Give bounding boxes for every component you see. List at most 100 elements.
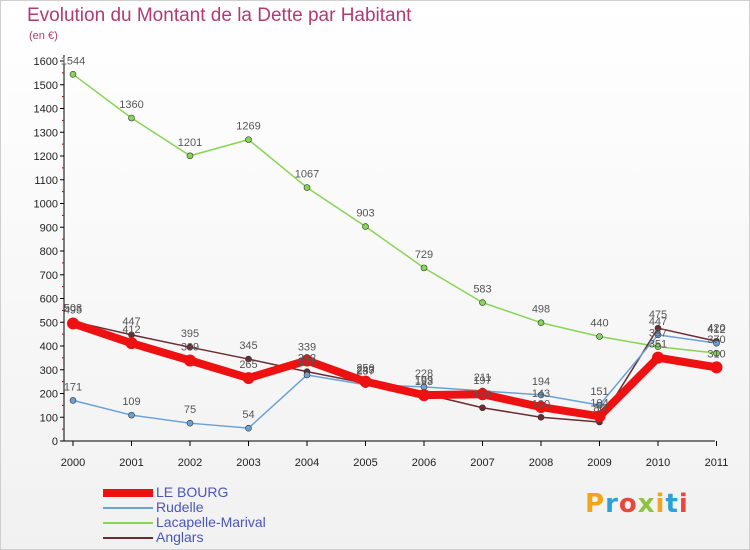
data-point [537,319,545,327]
data-label: 339 [298,341,316,353]
x-tick-label: 2010 [646,457,670,469]
x-tick-label: 2003 [236,457,260,469]
data-label: 171 [64,381,82,393]
data-point [596,333,603,340]
data-point [479,404,486,412]
x-tick-label: 2011 [705,457,729,469]
data-label: 1067 [295,169,319,181]
data-label: 412 [122,324,140,336]
x-tick-label: 2009 [587,457,611,469]
data-label: 447 [649,316,667,328]
x-tick-label: 2005 [353,457,377,469]
data-label: 1360 [119,99,143,111]
y-tick-label: 500 [40,317,58,329]
data-label: 447 [122,316,140,328]
data-label: 498 [532,304,550,316]
data-point [303,371,311,379]
data-label: 278 [298,356,316,368]
data-point [362,223,369,230]
data-label: 420 [707,322,725,334]
data-point [593,410,606,423]
data-label: 80 [593,403,605,415]
data-label: 310 [707,348,725,360]
data-label: 194 [532,376,550,388]
legend-item: Anglars [103,530,266,545]
proxiti-logo: Proxiti [585,489,689,519]
legend-item: Lacapelle-Marival [103,515,266,530]
y-tick-label: 300 [40,365,58,377]
data-point [535,401,547,414]
y-tick-label: 700 [40,270,58,282]
data-point [67,317,79,330]
data-point [713,349,720,357]
data-point [186,343,194,351]
data-label: 475 [649,309,667,321]
y-tick-label: 600 [40,294,58,306]
data-label: 199 [415,375,433,387]
data-label: 75 [184,404,196,416]
data-point [303,184,311,191]
y-tick-label: 200 [40,389,58,401]
data-label: 100 [532,398,550,410]
series-line [72,73,718,354]
y-tick-label: 0 [52,436,58,448]
y-tick-label: 1400 [34,104,58,116]
legend-item: Rudelle [103,500,266,515]
line-chart: 0 100 200 300 400 500 600 700 800 900 1000 1100 1200… [34,55,729,469]
data-label: 265 [239,359,257,371]
data-point [596,401,603,409]
data-point [125,337,138,350]
data-point [479,299,486,306]
data-label: 109 [122,396,140,408]
data-label: 54 [242,409,254,421]
data-label: 339 [181,341,199,353]
y-tick-label: 1500 [34,80,58,92]
data-label: 440 [590,318,608,330]
data-label: 345 [239,340,257,352]
data-point [186,152,194,160]
data-label: 228 [415,368,433,380]
x-tick-label: 2002 [178,457,202,469]
legend-swatch [103,506,153,509]
data-label: 395 [181,328,199,340]
data-point [537,413,545,421]
data-point [245,424,252,432]
y-tick-label: 1200 [34,151,58,163]
data-label: 104 [590,397,608,409]
data-label: 397 [649,328,667,340]
data-label: 351 [649,339,667,351]
data-point [184,354,196,367]
data-point [476,388,489,401]
y-tick-label: 1100 [34,175,58,187]
data-label: 292 [298,353,316,365]
data-label: 1269 [236,121,260,133]
data-point [242,372,255,385]
data-label: 197 [473,375,491,387]
chart-subtitle: (en €) [29,30,58,42]
data-point [652,351,664,364]
data-label: 503 [64,303,82,315]
x-tick-label: 2007 [470,457,494,469]
data-point [710,361,723,374]
data-point [420,264,428,272]
data-point [245,136,252,143]
data-point [301,354,313,367]
data-point [713,339,720,347]
data-label: 370 [707,334,725,346]
data-point [69,397,77,404]
chart-legend: LE BOURG Rudelle Lacapelle-Marival Anglars [103,485,266,545]
data-label: 412 [707,324,725,336]
y-tick-label: 1600 [34,56,58,68]
data-label: 495 [64,304,82,316]
data-point [654,343,662,351]
data-label: 143 [532,388,550,400]
legend-label: Anglars [156,529,204,545]
legend-swatch [103,521,153,524]
chart-title: Evolution du Montant de la Dette par Hab… [27,5,412,26]
x-tick-label: 2006 [412,457,436,469]
legend-label: Rudelle [156,499,204,515]
legend-label: Lacapelle-Marival [156,514,266,530]
data-point [359,375,372,388]
data-point [128,114,135,122]
